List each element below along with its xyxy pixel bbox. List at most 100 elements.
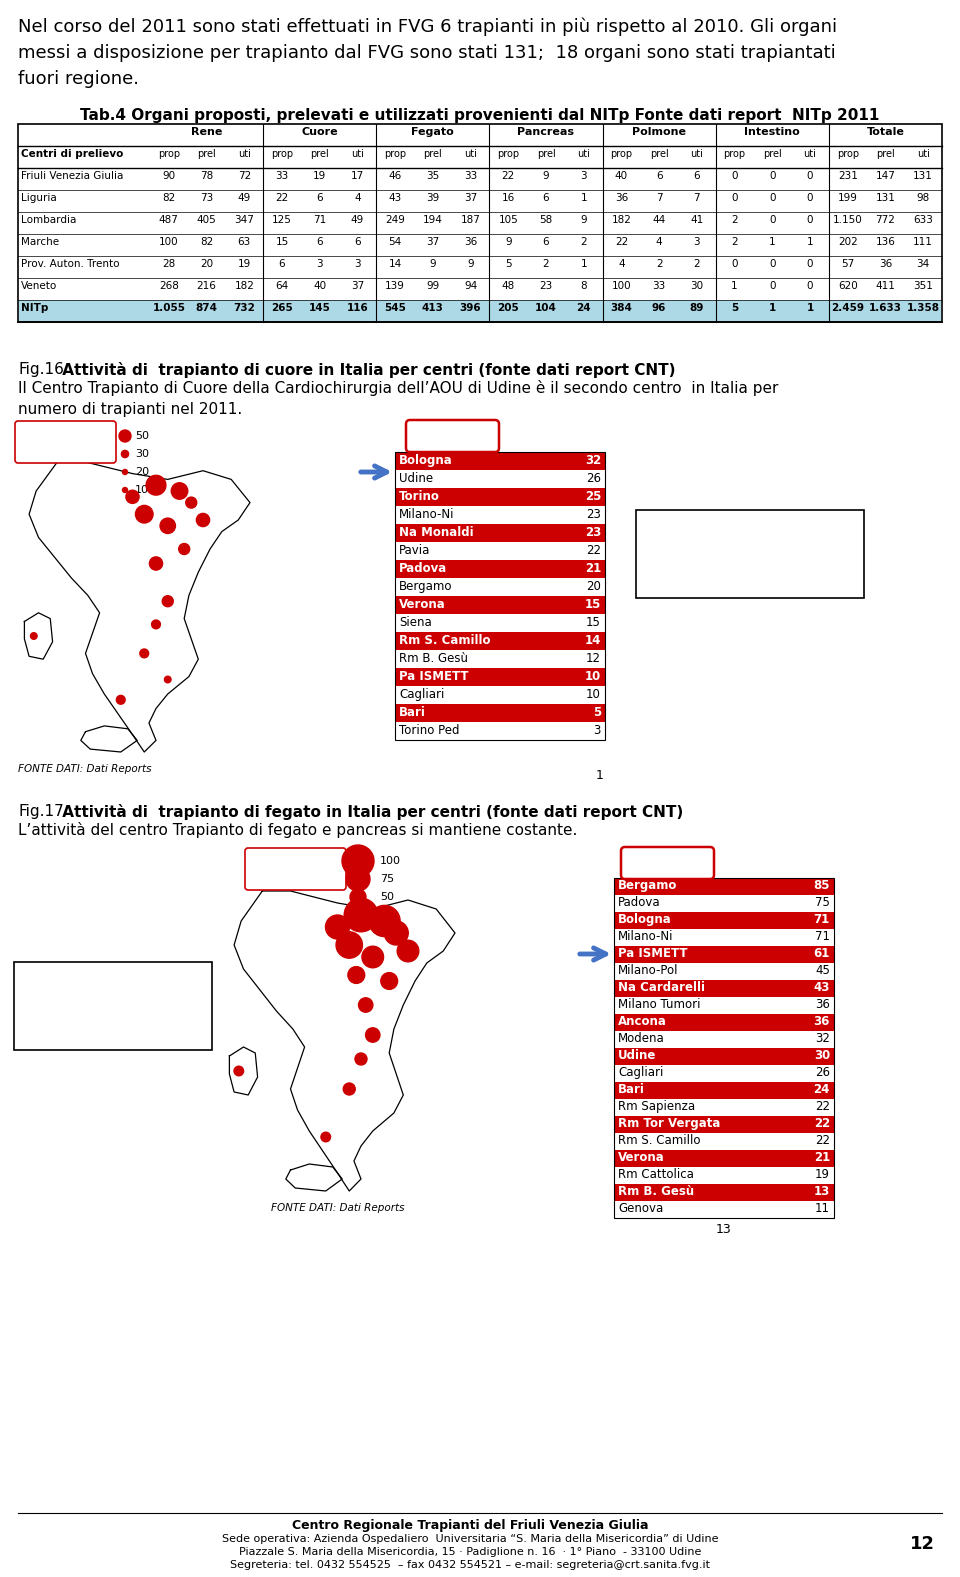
Circle shape: [121, 451, 129, 457]
Text: Veneto: Veneto: [21, 281, 58, 292]
Circle shape: [342, 845, 374, 877]
Text: Rm S. Camillo: Rm S. Camillo: [618, 1134, 701, 1146]
Circle shape: [362, 946, 384, 968]
Text: Attività di  trapianto di cuore in Italia per centri (fonte dati report CNT): Attività di trapianto di cuore in Italia…: [57, 363, 676, 378]
Text: 131: 131: [913, 170, 933, 181]
Text: 1: 1: [596, 770, 604, 782]
Bar: [614, 878, 834, 896]
Text: 33: 33: [653, 281, 666, 292]
Text: 50: 50: [380, 893, 394, 902]
Text: 22: 22: [815, 1134, 830, 1146]
Text: Verona: Verona: [399, 598, 445, 610]
Text: 36: 36: [614, 192, 628, 203]
Text: 125: 125: [272, 214, 292, 226]
Text: 3: 3: [593, 724, 601, 736]
Text: uti: uti: [238, 148, 251, 159]
Bar: [614, 979, 834, 997]
Text: 351: 351: [913, 281, 933, 292]
Text: prop: prop: [271, 148, 293, 159]
Text: 545: 545: [384, 303, 406, 312]
Circle shape: [179, 544, 190, 555]
Text: 347: 347: [234, 214, 254, 226]
Text: 5: 5: [731, 303, 738, 312]
Text: 37: 37: [350, 281, 364, 292]
Text: Incluse tutte le
combinazioni: Incluse tutte le combinazioni: [258, 856, 332, 877]
Text: 6: 6: [693, 170, 700, 181]
Text: 182: 182: [612, 214, 632, 226]
Circle shape: [325, 915, 349, 938]
Circle shape: [348, 967, 365, 984]
Text: 2: 2: [693, 259, 700, 270]
Bar: [614, 912, 834, 929]
Text: 21: 21: [585, 561, 601, 576]
Text: 24: 24: [576, 303, 591, 312]
Text: Nel corso del 2011 sono stati effettuati in FVG 6 trapianti in più rispetto al 2: Nel corso del 2011 sono stati effettuati…: [18, 17, 837, 88]
Circle shape: [119, 431, 131, 442]
Text: 205: 205: [497, 303, 519, 312]
Text: 0: 0: [806, 170, 813, 181]
Text: 182: 182: [234, 281, 254, 292]
Text: Rm B. Gesù: Rm B. Gesù: [618, 1184, 694, 1199]
Text: 9: 9: [542, 170, 549, 181]
Text: Marche: Marche: [21, 237, 60, 248]
Text: 216: 216: [197, 281, 217, 292]
Circle shape: [346, 867, 370, 891]
Text: Lombardia: Lombardia: [21, 214, 77, 226]
Text: prel: prel: [763, 148, 781, 159]
FancyBboxPatch shape: [621, 847, 714, 878]
Text: 75: 75: [380, 874, 395, 885]
Text: 100: 100: [159, 237, 179, 248]
Bar: [614, 1014, 834, 1031]
Circle shape: [135, 505, 153, 524]
Text: 20: 20: [200, 259, 213, 270]
Text: Prov. Auton. Trento: Prov. Auton. Trento: [21, 259, 119, 270]
Text: uti: uti: [804, 148, 816, 159]
Text: 9: 9: [429, 259, 436, 270]
Text: 8: 8: [581, 281, 587, 292]
Text: 43: 43: [389, 192, 402, 203]
Circle shape: [171, 483, 188, 500]
Text: Na Cardarelli: Na Cardarelli: [618, 981, 705, 994]
Text: 732: 732: [233, 303, 255, 312]
Text: 21: 21: [814, 1151, 830, 1164]
Text: 487: 487: [159, 214, 179, 226]
Bar: [614, 1049, 834, 1064]
Text: 20: 20: [587, 580, 601, 593]
Text: 4: 4: [656, 237, 662, 248]
Text: 1: 1: [732, 281, 738, 292]
Text: 90: 90: [162, 170, 176, 181]
Text: 82: 82: [162, 192, 176, 203]
Text: Modena: Modena: [618, 1031, 664, 1046]
Text: 17: 17: [350, 170, 364, 181]
Text: 620: 620: [838, 281, 857, 292]
Text: 3: 3: [693, 237, 700, 248]
Text: Rm B. Gesù: Rm B. Gesù: [399, 651, 468, 665]
Text: Siena: Siena: [399, 617, 432, 629]
Text: 5: 5: [505, 259, 512, 270]
Bar: [18, 125, 942, 322]
Text: 2: 2: [732, 237, 738, 248]
Text: 23: 23: [585, 527, 601, 539]
Text: FONTE DATI: Dati Reports: FONTE DATI: Dati Reports: [18, 763, 152, 774]
Circle shape: [160, 519, 176, 533]
Text: 71: 71: [313, 214, 326, 226]
Text: 16: 16: [502, 192, 515, 203]
Bar: [395, 703, 605, 722]
Text: 100: 100: [612, 281, 632, 292]
Text: Friuli Venezia Giulia: Friuli Venezia Giulia: [21, 170, 124, 181]
Text: Incluse tutte le
combinazioni: Incluse tutte le combinazioni: [28, 429, 102, 451]
Text: 2: 2: [581, 237, 587, 248]
Text: Genova: Genova: [618, 1202, 663, 1214]
Text: 633: 633: [913, 214, 933, 226]
Text: 6: 6: [317, 237, 323, 248]
Text: 61: 61: [814, 948, 830, 960]
Text: 187: 187: [461, 214, 481, 226]
Text: Padova: Padova: [618, 896, 660, 908]
Text: 105: 105: [498, 214, 518, 226]
Text: Bergamo: Bergamo: [399, 580, 452, 593]
Text: 32: 32: [815, 1031, 830, 1046]
Text: Na Monaldi: Na Monaldi: [399, 527, 473, 539]
Text: 2: 2: [656, 259, 662, 270]
Text: 64: 64: [276, 281, 289, 292]
Text: prop: prop: [157, 148, 180, 159]
